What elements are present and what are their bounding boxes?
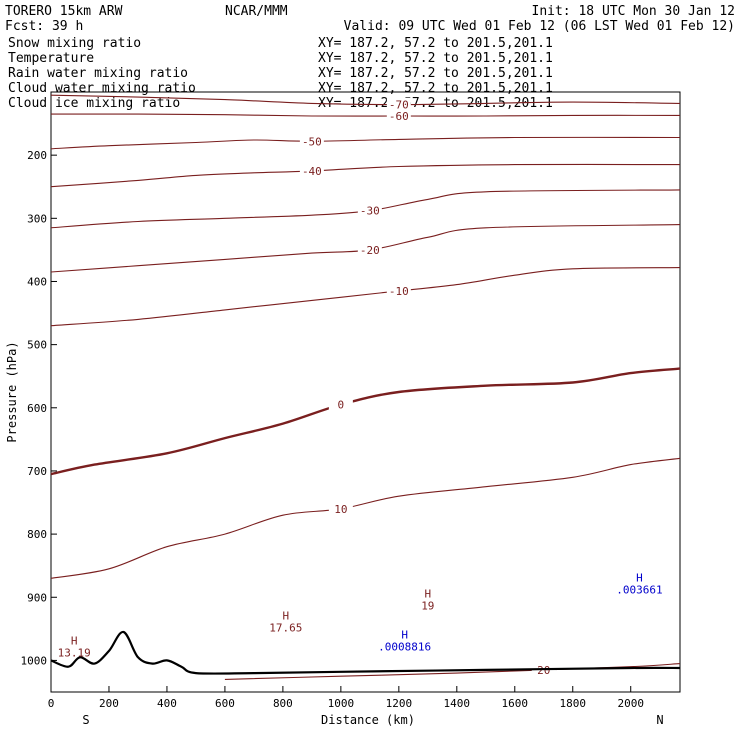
high-marker-value: .003661 xyxy=(616,583,662,596)
x-tick-label: 1000 xyxy=(328,697,355,710)
y-tick-label: 600 xyxy=(27,402,47,415)
isotherm-label: -60 xyxy=(389,110,409,123)
valid-time: Valid: 09 UTC Wed 01 Feb 12 (06 LST Wed … xyxy=(344,19,735,34)
isotherm-label: 0 xyxy=(338,399,345,412)
y-axis-title: Pressure (hPa) xyxy=(5,341,19,442)
legend-label-cloud-ice: Cloud ice mixing ratio xyxy=(8,96,180,111)
legend-xy-cloud-water: XY= 187.2, 57.2 to 201.5,201.1 xyxy=(318,81,553,96)
x-end-label-north: N xyxy=(656,713,663,727)
y-axis: 200 300 400 500 600 700 800 900 1000 xyxy=(21,149,57,667)
org-title: NCAR/MMM xyxy=(225,4,288,19)
isotherm-label: 20 xyxy=(537,664,550,677)
x-tick-label: 2000 xyxy=(617,697,644,710)
legend-label-cloud-water: Cloud water mixing ratio xyxy=(8,81,196,96)
x-tick-label: 400 xyxy=(157,697,177,710)
terrain-line xyxy=(50,630,681,675)
high-marker: H xyxy=(636,571,643,584)
x-tick-label: 1200 xyxy=(386,697,413,710)
isotherm-line xyxy=(50,267,681,327)
isotherm-label-bg xyxy=(357,203,382,217)
isotherm-label-bg xyxy=(328,501,353,515)
plot-frame xyxy=(50,91,681,693)
legend: Snow mixing ratio XY= 187.2, 57.2 to 201… xyxy=(8,36,553,111)
x-axis-title: Distance (km) xyxy=(321,713,415,727)
isotherm-label-bg xyxy=(357,242,382,256)
isotherm-line xyxy=(50,224,681,273)
isotherm-line xyxy=(224,663,681,680)
isotherm-label-bg xyxy=(328,397,353,411)
legend-xy-snow: XY= 187.2, 57.2 to 201.5,201.1 xyxy=(318,36,553,51)
forecast-hour: Fcst: 39 h xyxy=(5,19,83,34)
x-tick-label: 1600 xyxy=(502,697,529,710)
isotherm-layer: -70-60 -50 -40 -30 -20 -10 0 10 20 xyxy=(50,94,681,680)
high-marker-value: 19 xyxy=(421,599,434,612)
y-tick-label: 500 xyxy=(27,339,47,352)
y-tick-label: 400 xyxy=(27,275,47,288)
isotherm-line xyxy=(50,136,681,150)
legend-xy-temperature: XY= 187.2, 57.2 to 201.5,201.1 xyxy=(318,51,553,66)
isotherm-label-bg xyxy=(386,109,411,122)
legend-xy-cloud-ice: XY= 187.2, 57.2 to 201.5,201.1 xyxy=(318,96,553,111)
legend-label-temperature: Temperature xyxy=(8,51,94,66)
isotherm-line xyxy=(50,163,681,188)
x-end-label-south: S xyxy=(82,713,89,727)
high-marker: H xyxy=(282,609,289,622)
x-tick-label: 200 xyxy=(99,697,119,710)
high-marker: H xyxy=(425,587,432,600)
high-marker-value: 17.65 xyxy=(269,621,302,634)
high-marker: H xyxy=(401,628,408,641)
isotherm-label: -50 xyxy=(302,135,322,148)
y-tick-label: 700 xyxy=(27,465,47,478)
x-axis: 0 200 400 600 800 1000 1200 1400 1600 1800 2000 xyxy=(48,686,644,710)
isotherm-label-bg xyxy=(386,97,411,111)
x-tick-label: 0 xyxy=(48,697,55,710)
isotherm-label: -40 xyxy=(302,165,322,178)
y-tick-label: 900 xyxy=(27,591,47,604)
model-title: TORERO 15km ARW xyxy=(5,4,123,19)
x-tick-label: 1400 xyxy=(444,697,471,710)
high-marker: H xyxy=(71,635,78,648)
y-tick-label: 300 xyxy=(27,212,47,225)
isotherm-line xyxy=(50,94,681,106)
isotherm-line xyxy=(50,367,681,476)
y-tick-label: 200 xyxy=(27,149,47,162)
isotherm-label: -30 xyxy=(360,205,380,218)
isotherm-label: -20 xyxy=(360,244,380,257)
isotherm-line xyxy=(50,189,681,229)
legend-label-snow: Snow mixing ratio xyxy=(8,36,141,51)
init-time: Init: 18 UTC Mon 30 Jan 12 xyxy=(532,4,736,19)
x-tick-label: 1800 xyxy=(560,697,587,710)
legend-xy-rain: XY= 187.2, 57.2 to 201.5,201.1 xyxy=(318,66,553,81)
isotherm-label: -70 xyxy=(389,99,409,112)
terrain-layer xyxy=(50,630,681,675)
isotherm-label-bg xyxy=(299,163,324,177)
isotherm-label: -10 xyxy=(389,285,409,298)
isotherm-label-bg xyxy=(299,134,324,148)
isotherm-label-bg xyxy=(386,283,411,297)
x-tick-label: 600 xyxy=(215,697,235,710)
high-marker-value: 13.19 xyxy=(58,647,91,660)
legend-label-rain: Rain water mixing ratio xyxy=(8,66,188,81)
y-tick-label: 800 xyxy=(27,528,47,541)
isotherm-label: 10 xyxy=(334,503,347,516)
isotherm-line xyxy=(50,457,681,579)
y-tick-label: 1000 xyxy=(21,654,48,667)
high-marker-value: .0008816 xyxy=(378,640,431,653)
isotherm-line xyxy=(50,113,681,117)
x-tick-label: 800 xyxy=(273,697,293,710)
